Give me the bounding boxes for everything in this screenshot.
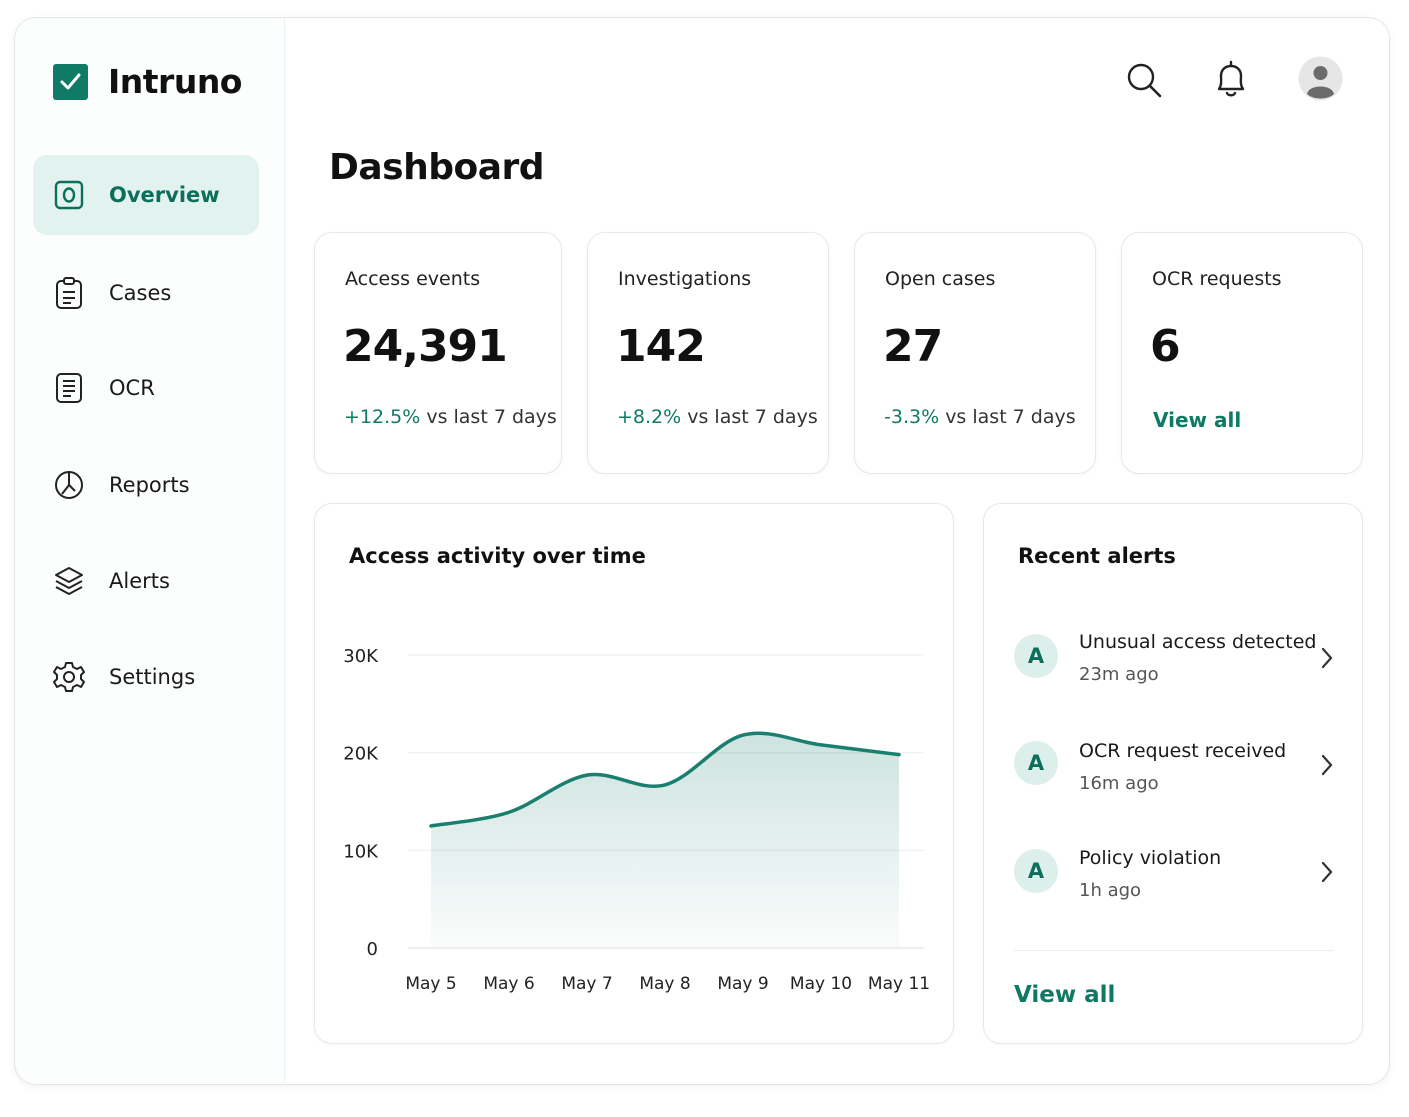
alert-time: 23m ago	[1079, 664, 1159, 685]
nav-label: Alerts	[109, 569, 170, 593]
logo-icon	[53, 64, 88, 100]
search-icon[interactable]	[1124, 60, 1164, 100]
stat-value: 6	[1150, 321, 1181, 372]
nav-item[interactable]: OCR	[33, 348, 259, 428]
stat-change: -3.3% vs last 7 days	[884, 406, 1076, 428]
nav-label: Settings	[109, 665, 196, 689]
nav-label: OCR	[109, 376, 155, 400]
change-note: vs last 7 days	[426, 406, 557, 428]
y-tick-label: 20K	[343, 744, 379, 765]
chevron[interactable]	[1320, 860, 1334, 884]
change-value: +8.2%	[617, 406, 682, 428]
stat-label: Open cases	[885, 268, 996, 290]
x-tick-label: May 5	[405, 974, 456, 994]
y-tick-label: 0	[367, 939, 378, 960]
nav-icon	[54, 180, 84, 210]
view-all-link[interactable]: View all	[1014, 982, 1116, 1008]
nav-item[interactable]: Overview	[33, 155, 259, 235]
stat-value: 27	[883, 321, 943, 372]
stat-card: Access events 24,391 +12.5% vs last 7 da…	[314, 232, 562, 474]
stat-change: +8.2% vs last 7 days	[617, 406, 818, 428]
x-tick-label: May 7	[561, 974, 612, 994]
alert-avatar: A	[1014, 741, 1058, 785]
alert-time: 16m ago	[1079, 773, 1159, 794]
x-tick-label: May 8	[639, 974, 690, 994]
y-tick-label: 30K	[343, 646, 379, 667]
change-note: vs last 7 days	[945, 406, 1076, 428]
alert-title[interactable]: OCR request received	[1079, 740, 1287, 762]
x-tick-label: May 10	[790, 974, 852, 994]
avatar[interactable]	[1298, 56, 1343, 101]
brand: Intruno	[108, 62, 242, 101]
nav-label: Cases	[109, 281, 172, 305]
divider	[1014, 950, 1334, 951]
chart: 0 10K 20K 30K May 5 May 6 May 7 May 8 May 9 May 1…	[343, 646, 930, 994]
stat-label: Access events	[345, 268, 481, 290]
chevron[interactable]	[1320, 753, 1334, 777]
alert-time: 1h ago	[1079, 880, 1142, 901]
nav-icon	[53, 662, 85, 692]
chevron[interactable]	[1320, 646, 1334, 670]
area	[431, 733, 899, 948]
stat-change: +12.5% vs last 7 days	[344, 406, 557, 428]
nav-icon	[56, 277, 82, 309]
nav-label: Reports	[109, 473, 190, 497]
change-value: +12.5%	[344, 406, 421, 428]
y-tick-label: 10K	[343, 841, 379, 862]
stat-value: 24,391	[343, 321, 508, 372]
page-title: Dashboard	[329, 147, 545, 188]
alert-avatar: A	[1014, 634, 1058, 678]
change-note: vs last 7 days	[687, 406, 818, 428]
stat-card: OCR requests 6 View all	[1121, 232, 1363, 474]
line	[429, 731, 901, 828]
nav-icon	[55, 567, 83, 595]
nav-item[interactable]: Alerts	[33, 541, 259, 621]
change-value: -3.3%	[884, 406, 940, 428]
stat-value: 142	[616, 321, 706, 372]
nav-icon	[55, 471, 83, 499]
x-tick-label: May 6	[483, 974, 534, 994]
stat-label: OCR requests	[1152, 268, 1282, 290]
chart-title: Access activity over time	[349, 544, 646, 568]
view-all-link[interactable]: View all	[1153, 408, 1242, 432]
stat-card: Investigations 142 +8.2% vs last 7 days	[587, 232, 829, 474]
nav-item[interactable]: Settings	[33, 637, 259, 717]
alert-avatar: A	[1014, 849, 1058, 893]
nav-item[interactable]: Reports	[33, 445, 259, 525]
nav-label: Overview	[109, 183, 220, 207]
nav-icon	[56, 373, 82, 403]
alert-title[interactable]: Policy violation	[1079, 847, 1222, 869]
x-tick-label: May 9	[717, 974, 768, 994]
stat-card: Open cases 27 -3.3% vs last 7 days	[854, 232, 1096, 474]
alert-title[interactable]: Unusual access detected	[1079, 631, 1317, 653]
alerts-card: Recent alerts A Unusual access detected …	[983, 503, 1363, 1044]
app-frame	[14, 17, 1390, 1085]
nav-item[interactable]: Cases	[33, 253, 259, 333]
stat-label: Investigations	[618, 268, 752, 290]
alerts-title: Recent alerts	[1018, 544, 1176, 568]
x-tick-label: May 11	[868, 974, 930, 994]
notifications-icon[interactable]	[1212, 60, 1250, 100]
